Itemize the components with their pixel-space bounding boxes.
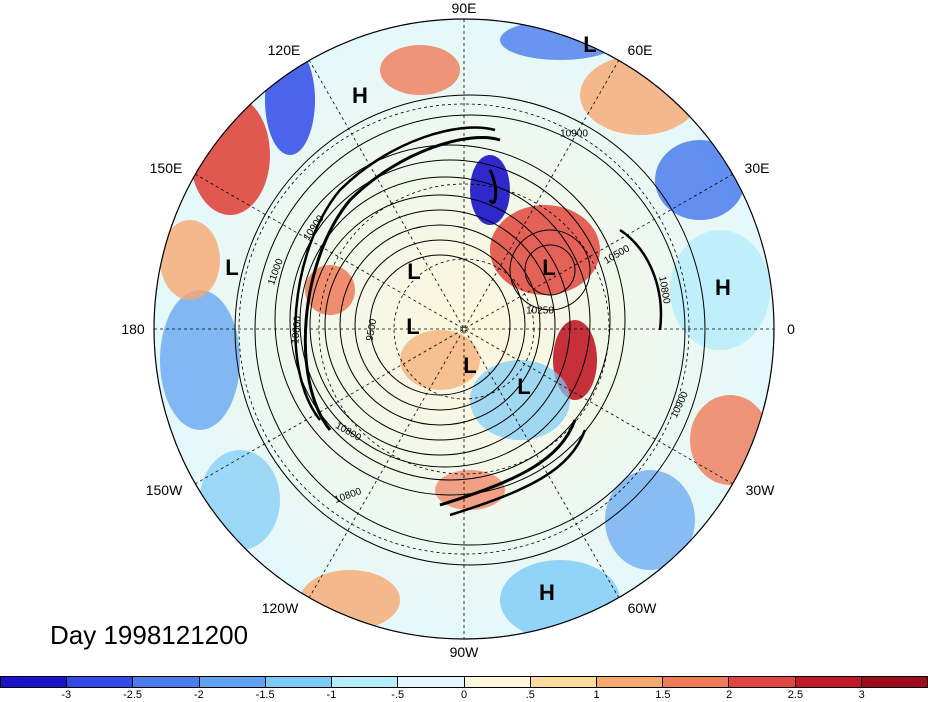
day-title: Day 1998121200 xyxy=(50,620,249,650)
colorbar-tick-label: -1.5 xyxy=(255,689,275,701)
colorbar-segment xyxy=(1,677,68,687)
colorbar-tick-label: -2 xyxy=(193,689,204,701)
pressure-center-low: L xyxy=(463,353,477,378)
colorbar-tick-label: -.5 xyxy=(391,689,405,701)
pressure-center-low: L xyxy=(542,255,556,280)
pressure-center-high: H xyxy=(715,275,731,300)
colorbar-segment xyxy=(861,677,928,687)
colorbar-tick-label: .5 xyxy=(525,689,535,701)
colorbar-segment xyxy=(265,677,333,687)
colorbar-segment xyxy=(398,677,465,687)
colorbar-segment xyxy=(530,677,597,687)
colorbar-tick-label: 2 xyxy=(726,689,733,701)
colorbar-segment xyxy=(795,677,862,687)
colorbar-tick-label: -3 xyxy=(61,689,72,701)
height-contours xyxy=(234,94,706,566)
colorbar-segment xyxy=(663,677,730,687)
graticule xyxy=(154,19,774,639)
pressure-center-low: L xyxy=(225,255,239,280)
lon-label-180: 180 xyxy=(121,321,145,337)
colorbar-tick-label: -1 xyxy=(326,689,337,701)
colorbar-segment xyxy=(464,677,531,687)
lon-label-120e: 120E xyxy=(267,42,301,58)
lon-label-90w: 90W xyxy=(449,644,479,660)
lon-label-120w: 120W xyxy=(261,600,299,616)
colorbar-tick-label: 1 xyxy=(593,689,600,701)
colorbar-segment xyxy=(332,677,399,687)
lon-label-30w: 30W xyxy=(745,482,775,498)
lon-label-90e: 90E xyxy=(451,0,477,16)
lon-label-60w: 60W xyxy=(627,600,657,616)
contour-label: 10250 xyxy=(526,305,554,317)
colorbar-segment xyxy=(67,677,134,687)
colorbar-tick-label: 3 xyxy=(858,689,865,701)
colorbar-tick-label: 2.5 xyxy=(787,689,804,701)
contour-label: 10900 xyxy=(560,128,588,140)
colorbar-segment xyxy=(133,677,200,687)
pressure-center-high: H xyxy=(539,580,555,605)
lon-label-0: 0 xyxy=(787,321,795,337)
colorbar-segment xyxy=(199,677,266,687)
colorbar-tick-label: 1.5 xyxy=(655,689,671,701)
pressure-center-low: L xyxy=(407,259,421,284)
polar-stereographic-map xyxy=(153,18,775,640)
lon-label-150w: 150W xyxy=(145,482,183,498)
pressure-center-low: L xyxy=(583,32,597,57)
pressure-center-low: L xyxy=(406,314,420,339)
colorbar-tick-label: -2.5 xyxy=(123,689,143,701)
pressure-center-high: H xyxy=(352,83,368,108)
lon-label-150e: 150E xyxy=(149,160,183,176)
lon-label-30e: 30E xyxy=(744,160,770,176)
colorbar-segment xyxy=(729,677,796,687)
colorbar xyxy=(0,676,928,688)
colorbar-tick-label: 0 xyxy=(460,689,468,701)
lon-label-60e: 60E xyxy=(627,42,653,58)
colorbar-segment xyxy=(596,677,664,687)
pressure-center-low: L xyxy=(517,374,531,399)
